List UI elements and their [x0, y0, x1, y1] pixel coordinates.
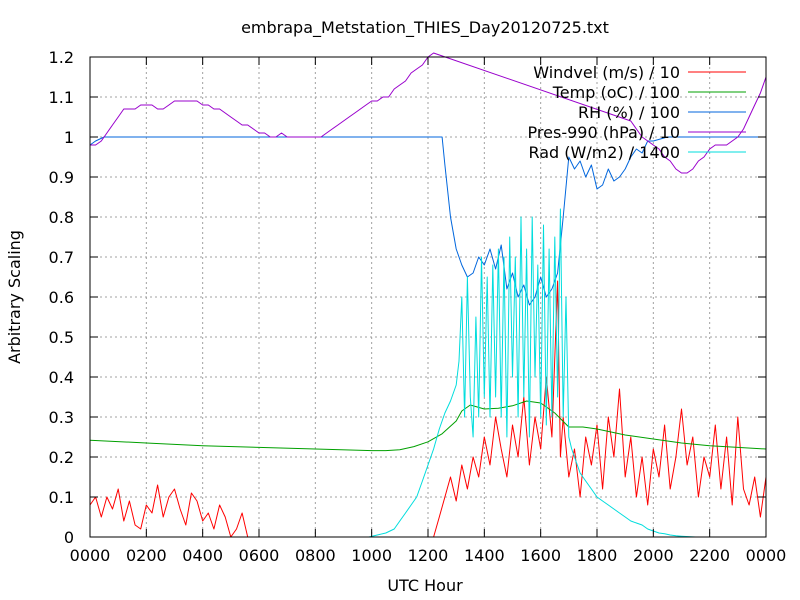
x-tick-label: 0200 — [126, 546, 167, 565]
legend-label-2: Temp (oC) / 100 — [552, 83, 680, 102]
series-line-5 — [90, 208, 766, 538]
y-tick-label: 1 — [64, 128, 74, 147]
y-tick-label: 0.2 — [49, 448, 74, 467]
series-line-4 — [90, 52, 767, 174]
y-tick-label: 0.1 — [49, 488, 74, 507]
x-tick-label: 2000 — [633, 546, 674, 565]
x-tick-label: 1400 — [464, 546, 505, 565]
x-tick-label: 2200 — [689, 546, 730, 565]
x-tick-label: 0800 — [295, 546, 336, 565]
series-line-2 — [89, 400, 767, 452]
chart-title: embrapa_Metstation_THIES_Day20120725.txt — [241, 18, 609, 38]
y-tick-label: 0.6 — [49, 288, 74, 307]
legend-label-3: RH (%) / 100 — [578, 103, 680, 122]
y-tick-label: 1.2 — [49, 48, 74, 67]
y-tick-label: 0.5 — [49, 328, 74, 347]
y-tick-label: 0.9 — [49, 168, 74, 187]
y-tick-label: 1.1 — [49, 88, 74, 107]
y-tick-label: 0.7 — [49, 248, 74, 267]
x-tick-label: 1600 — [520, 546, 561, 565]
x-tick-label: 1200 — [408, 546, 449, 565]
x-tick-label: 1800 — [577, 546, 618, 565]
x-tick-label: 0400 — [182, 546, 223, 565]
legend-label-5: Rad (W/m2) / 1400 — [528, 143, 680, 162]
y-tick-label: 0.4 — [49, 368, 74, 387]
series-group — [89, 52, 767, 538]
series-line-1 — [89, 280, 767, 538]
x-tick-label: 1000 — [351, 546, 392, 565]
series-line-3 — [89, 136, 766, 306]
x-tick-label: 0600 — [239, 546, 280, 565]
y-tick-label: 0.8 — [49, 208, 74, 227]
x-axis-label: UTC Hour — [387, 576, 463, 595]
y-axis-label: Arbitrary Scaling — [5, 230, 24, 364]
legend-label-1: Windvel (m/s) / 10 — [533, 63, 680, 82]
y-tick-label: 0.3 — [49, 408, 74, 427]
ticks: 0000 0200 0400 0600 0800 1000 1200 1400 1600 1800… — [49, 48, 787, 565]
x-tick-label: 0000 — [70, 546, 111, 565]
x-tick-label: 0000 — [746, 546, 787, 565]
y-tick-label: 0 — [64, 528, 74, 547]
legend-label-4: Pres-990 (hPa) / 10 — [528, 123, 680, 142]
